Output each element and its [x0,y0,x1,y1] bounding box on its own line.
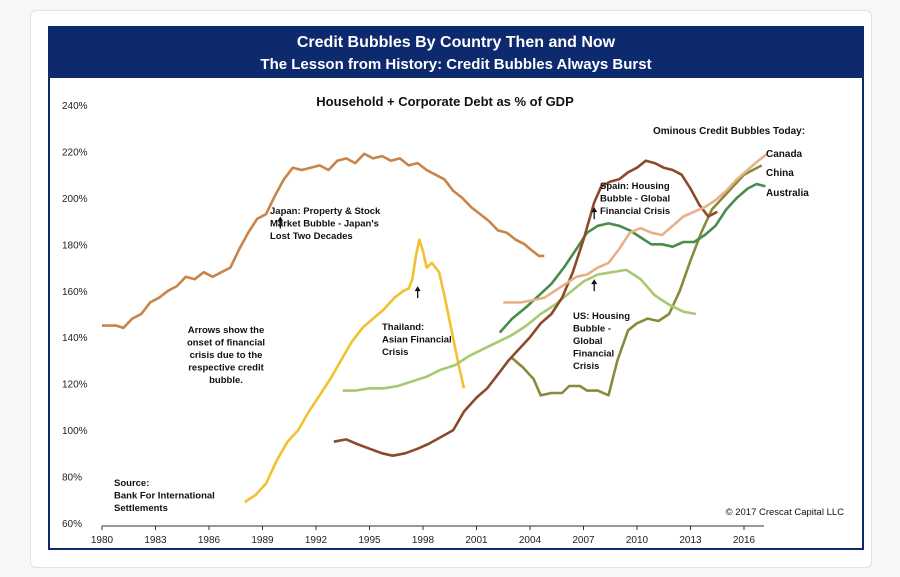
x-tick-label: 1998 [412,535,435,546]
series-line-china [333,159,718,457]
series-line-australia [498,182,766,334]
annotation-line: Spain: Housing [600,181,670,192]
x-tick-label: 2001 [465,535,488,546]
copyright: © 2017 Crescat Capital LLC [726,507,845,518]
annotation-line: US: Housing [573,311,630,322]
y-tick-label: 240% [62,101,88,112]
annotation-line: Bubble - Global [600,194,670,205]
y-tick-label: 160% [62,287,88,298]
annotation-line: Settlements [114,503,168,514]
x-tick-label: 1986 [198,535,221,546]
annotation-line: bubble. [209,375,243,386]
x-tick-label: 2016 [733,535,756,546]
note-spain: Spain: Housing Bubble - Global Financial C… [600,181,670,217]
y-tick-label: 220% [62,147,88,158]
annotation-line: Asian Financial [382,335,452,346]
x-tick-label: 1989 [251,535,274,546]
legend: Canada China Australia [766,149,809,199]
annotation-line: Global [573,336,603,347]
series-line-japan [102,152,545,330]
y-tick-label: 180% [62,240,88,251]
arrow-head [414,286,421,292]
y-tick-label: 120% [62,380,88,391]
series-line-thailand [243,238,466,504]
onset-arrows [277,207,598,299]
title-banner: Credit Bubbles By Country Then and Now T… [50,28,862,78]
y-tick-label: 80% [62,473,82,484]
note-us: US: Housing Bubble -Global Financial Crisis [573,311,630,372]
annotation-line: © 2017 Crescat Capital LLC [726,507,845,518]
x-tick-label: 1983 [144,535,167,546]
annotation-line: Japan: Property & Stock [270,206,381,217]
annotation-line: Lost Two Decades [270,231,353,242]
x-tick-label: 1980 [91,535,114,546]
annotation-line: onset of financial [187,338,265,349]
annotation-line: respective credit [188,363,264,374]
annotation-line: Financial [573,349,614,360]
note-source: Source: Bank For International Settlements [114,478,215,514]
legend-china: China [766,168,794,179]
chart-title: Household + Corporate Debt as % of GDP [316,94,574,109]
note-japan: Japan: Property & Stock Market Bubble - J… [270,206,381,242]
y-tick-label: 60% [62,519,82,530]
arrow-head [277,216,284,222]
legend-title: Ominous Credit Bubbles Today: [653,126,805,137]
x-axis: 1980 1983 1986 1989 1992 1995 1998 2001 2004 2007… [91,525,764,546]
y-tick-label: 200% [62,194,88,205]
chart-frame [48,26,864,550]
series-line-us [342,268,697,392]
y-axis: 60% 80% 100% 120% 140% 160% 180% 200% 220% 240% [62,101,88,530]
x-tick-label: 1995 [358,535,381,546]
series-lines [102,152,768,504]
annotation-line: Source: [114,478,149,489]
annotation-line: Arrows show the [188,325,265,336]
note-thailand: Thailand: Asian Financial Crisis [382,322,452,358]
annotation-line: Crisis [382,347,408,358]
y-tick-label: 100% [62,426,88,437]
annotation-line: Bank For International [114,491,215,502]
annotation-line: Financial Crisis [600,206,670,217]
x-tick-label: 2004 [519,535,542,546]
annotation-line: Market Bubble - Japan's [270,219,379,230]
legend-australia: Australia [766,188,809,199]
note-arrows: Arrows show the onset of financial crisis … [187,325,265,386]
legend-canada: Canada [766,149,803,160]
arrow-head [591,207,598,213]
series-line-canada [503,152,768,304]
annotation-line: Bubble - [573,324,611,335]
title-line-1: Credit Bubbles By Country Then and Now [296,34,616,51]
annotation-line: Thailand: [382,322,424,333]
y-tick-label: 140% [62,333,88,344]
annotations: Japan: Property & Stock Market Bubble - J… [114,181,844,518]
series-line-spain [511,164,763,397]
x-tick-label: 2007 [572,535,595,546]
x-tick-label: 2010 [626,535,649,546]
annotation-line: crisis due to the [190,350,263,361]
annotation-line: Crisis [573,361,599,372]
arrow-head [591,279,598,285]
title-line-2: The Lesson from History: Credit Bubbles … [260,56,652,73]
x-tick-label: 2013 [679,535,702,546]
x-tick-label: 1992 [305,535,328,546]
